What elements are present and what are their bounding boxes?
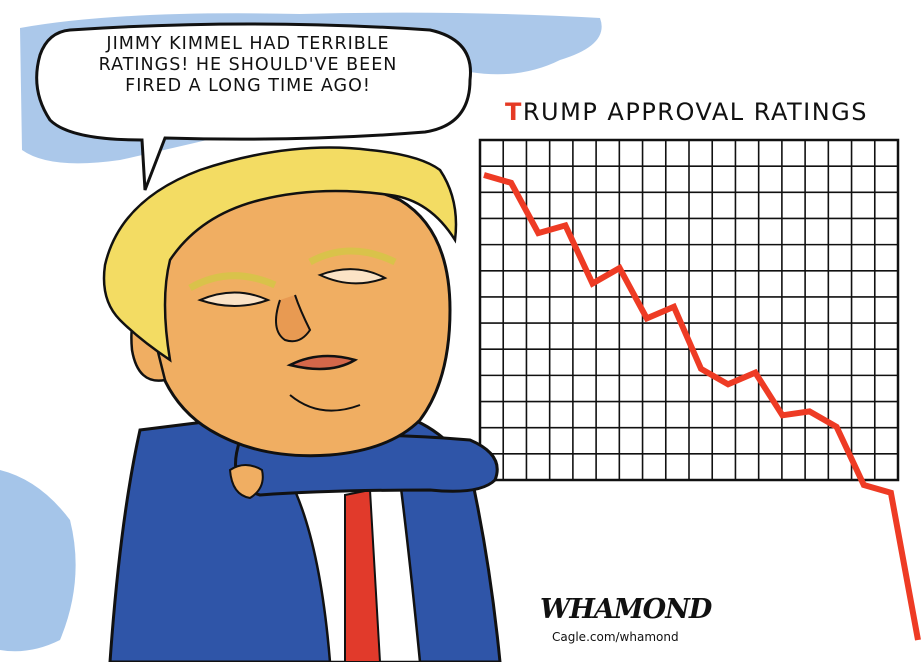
chart-title-initial: T [505, 98, 523, 126]
speech-bubble [35, 22, 472, 191]
nose [275, 294, 312, 343]
mouth [286, 354, 359, 371]
speech-line-2: RATINGS! HE SHOULD'VE BEEN [98, 55, 398, 75]
chin [289, 394, 361, 412]
speech-line-1: JIMMY KIMMEL HAD TERRIBLE [106, 34, 390, 54]
artist-signature: WHAMOND [540, 594, 712, 625]
speech-bubble-text: JIMMY KIMMEL HAD TERRIBLE RATINGS! HE SH… [48, 34, 448, 97]
left-brow [188, 272, 277, 292]
caricature-figure [102, 146, 502, 662]
hand [228, 464, 264, 500]
right-eye [317, 268, 388, 285]
approval-trend-line [483, 172, 921, 641]
approval-chart [478, 138, 921, 641]
chart-title: TRUMP APPROVAL RATINGS [505, 98, 868, 126]
left-eye [197, 291, 271, 307]
artist-credit: Cagle.com/whamond [552, 630, 679, 644]
right-brow [308, 247, 397, 266]
hair [102, 146, 458, 363]
sky-bottom-left [0, 470, 76, 652]
chart-title-rest: RUMP APPROVAL RATINGS [522, 98, 869, 126]
speech-line-3: FIRED A LONG TIME AGO! [125, 76, 371, 96]
